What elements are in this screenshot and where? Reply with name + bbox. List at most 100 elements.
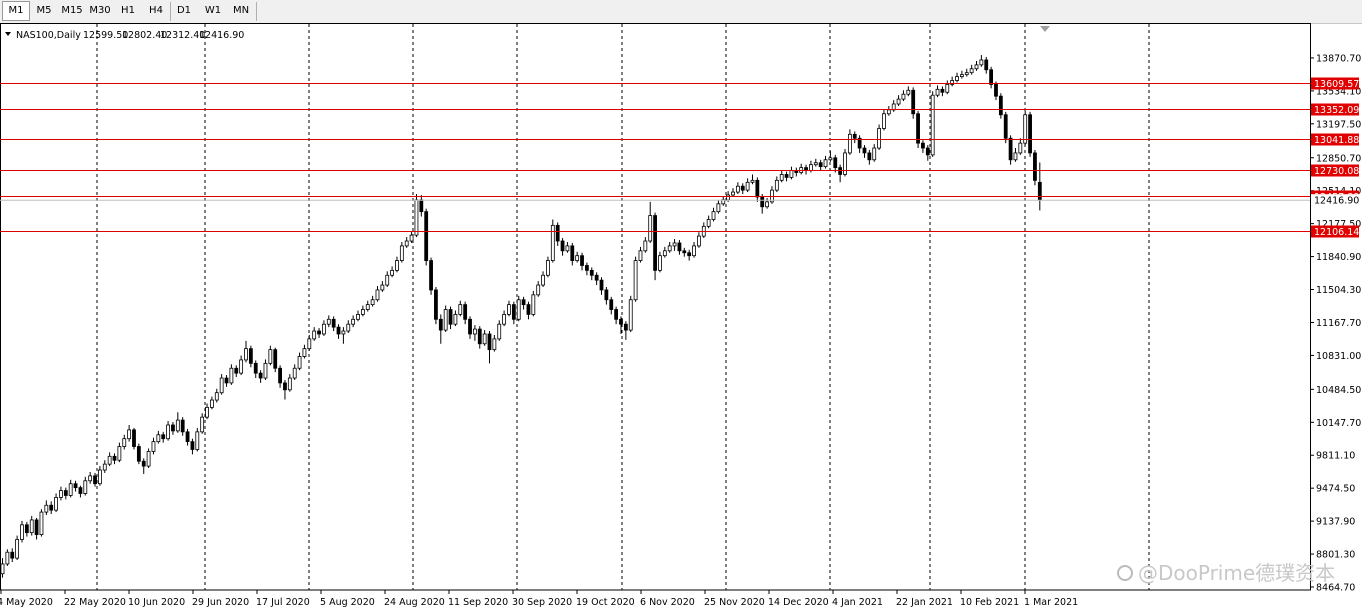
candle-body (161, 434, 166, 440)
candle-body (823, 159, 828, 168)
y-tick-label: 11840.90 (1316, 252, 1361, 263)
timeframe-button[interactable]: H1 (121, 5, 135, 16)
candle-body (205, 406, 209, 418)
candle-body (896, 98, 901, 105)
candle-body (541, 274, 545, 286)
candle-body (755, 179, 760, 198)
candle-body (940, 88, 945, 93)
header-ohlc: 12599.50 (83, 30, 128, 41)
level-label: 13041.88 (1314, 135, 1359, 146)
candle-body (843, 152, 847, 175)
candle-body (273, 349, 278, 369)
timeframe-button[interactable]: H4 (149, 5, 163, 16)
candle-body (214, 392, 219, 401)
candle-body (921, 142, 925, 149)
candle-body (560, 240, 565, 252)
candle-body (292, 367, 297, 379)
x-tick-label: 25 Nov 2020 (704, 597, 765, 608)
candle-body (180, 419, 185, 433)
candle-body (297, 356, 302, 369)
timeframe-button[interactable]: M1 (2, 1, 30, 21)
header-ohlc: 12416.90 (199, 30, 244, 41)
candle-body (862, 147, 867, 154)
candle-body (200, 416, 205, 433)
candle-body (24, 524, 29, 534)
y-tick-label: 12177.50 (1316, 219, 1361, 230)
candle-body (0, 563, 5, 575)
candle-body (78, 487, 83, 494)
candle-body (833, 157, 838, 169)
candle-body (623, 323, 628, 331)
y-tick-label: 10831.00 (1316, 351, 1361, 362)
candle-body (911, 89, 916, 115)
candle-body (521, 299, 526, 306)
candle-body (346, 323, 351, 332)
candle-body (886, 109, 891, 115)
y-tick-label: 12850.70 (1316, 153, 1361, 164)
candle-body (882, 113, 886, 129)
timeframe-button[interactable]: W1 (204, 5, 222, 16)
candle-body (336, 326, 341, 335)
shift-marker (1040, 26, 1050, 32)
candle-body (39, 511, 44, 536)
candle-body (872, 147, 877, 161)
x-tick-label: 1 Mar 2021 (1024, 597, 1078, 608)
candle-body (585, 265, 589, 271)
timeframe-button[interactable]: M30 (89, 5, 111, 16)
candle-body (555, 224, 560, 242)
candle-body (779, 174, 784, 181)
candle-body (697, 235, 701, 247)
candle-body (132, 429, 136, 447)
timeframe-button[interactable]: MN (232, 5, 250, 16)
candle-body (614, 309, 619, 320)
candle-body (774, 179, 779, 191)
candle-body (906, 89, 911, 95)
candle-body (175, 419, 180, 432)
x-tick-label: 29 Jun 2020 (192, 597, 249, 608)
candle-body (891, 103, 896, 111)
candle-body (370, 299, 375, 306)
candle-body (102, 463, 107, 471)
y-tick-label: 8464.70 (1316, 582, 1355, 593)
timeframe-button[interactable]: M5 (36, 5, 52, 16)
candle-body (15, 539, 20, 559)
candle-body (687, 252, 692, 257)
candle-body (312, 330, 317, 340)
candle-body (141, 460, 146, 467)
candle-body (365, 304, 370, 310)
x-tick-label: 22 May 2020 (64, 597, 126, 608)
candle-body (955, 76, 959, 81)
candle-body (487, 333, 492, 351)
timeframe-button[interactable]: D1 (176, 5, 192, 16)
price-label: 12416.90 (1314, 196, 1359, 207)
candle-body (964, 72, 969, 76)
candle-body (127, 429, 132, 440)
candle-body (93, 475, 97, 485)
candle-body (166, 424, 170, 440)
candle-body (34, 519, 39, 536)
x-tick-label: 10 Feb 2021 (960, 597, 1019, 608)
candle-body (409, 234, 414, 242)
level-label: 13352.09 (1314, 105, 1359, 116)
candle-body (1018, 142, 1023, 154)
candle-body (682, 250, 687, 254)
header-symbol: NAS100,Daily (16, 30, 81, 41)
candle-body (414, 199, 419, 236)
candle-body (565, 245, 570, 252)
candle-body (867, 152, 872, 161)
x-tick-label: 11 Sep 2020 (448, 597, 508, 608)
candle-body (994, 84, 998, 97)
separator (256, 2, 257, 21)
candle-body (258, 372, 263, 379)
candle-body (648, 215, 653, 242)
candle-body (726, 194, 731, 201)
timeframe-button[interactable]: M15 (61, 5, 83, 16)
candle-body (526, 304, 531, 315)
candle-body (838, 167, 843, 175)
candle-body (68, 483, 73, 496)
candle-body (107, 455, 112, 465)
level-label-bg (1311, 77, 1359, 90)
candle-body (443, 309, 448, 331)
candle-body (998, 95, 1003, 116)
